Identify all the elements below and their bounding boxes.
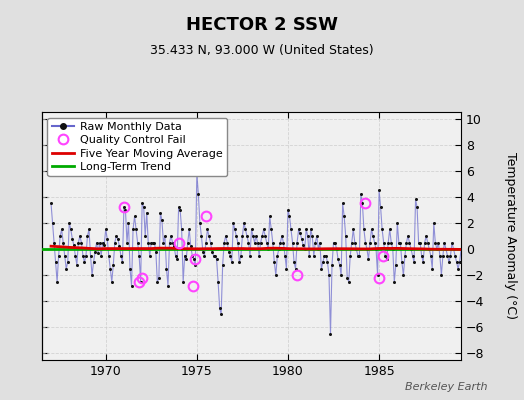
Text: Berkeley Earth: Berkeley Earth [405,382,487,392]
Text: HECTOR 2 SSW: HECTOR 2 SSW [186,16,338,34]
Legend: Raw Monthly Data, Quality Control Fail, Five Year Moving Average, Long-Term Tren: Raw Monthly Data, Quality Control Fail, … [48,118,227,176]
Text: 35.433 N, 93.000 W (United States): 35.433 N, 93.000 W (United States) [150,44,374,57]
Y-axis label: Temperature Anomaly (°C): Temperature Anomaly (°C) [504,152,517,320]
